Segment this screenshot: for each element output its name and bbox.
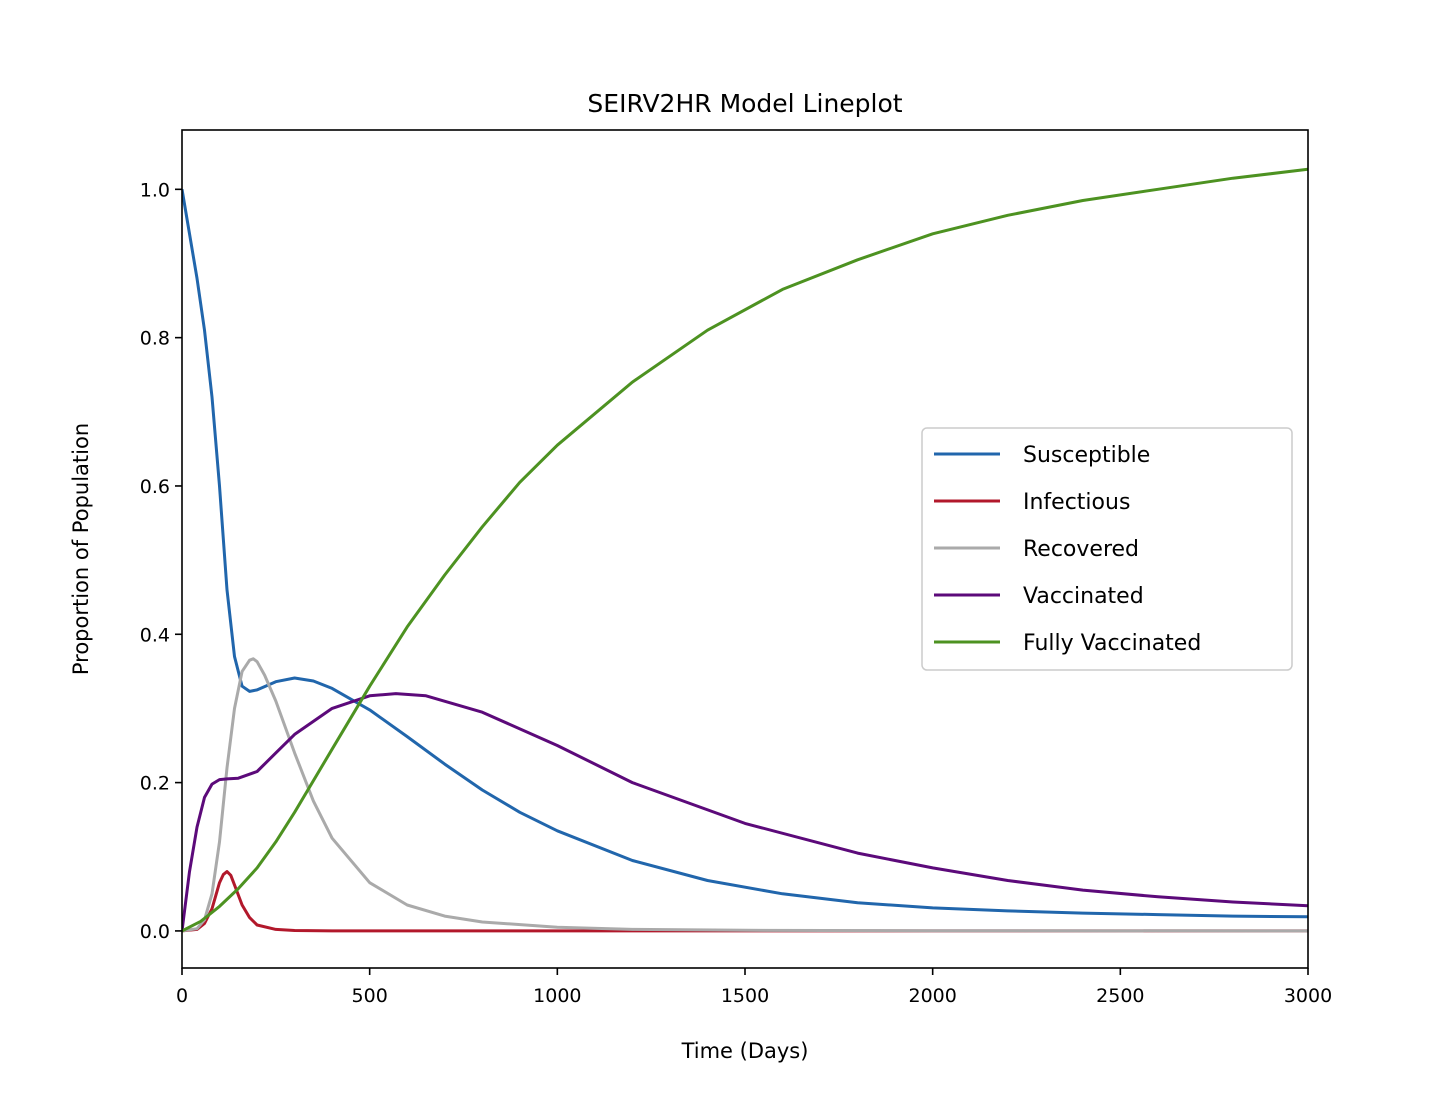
x-tick-label: 500 (352, 985, 388, 1007)
y-tick-label: 0.2 (140, 773, 170, 795)
legend-label-infectious: Infectious (1023, 490, 1130, 515)
series-line-infectious (182, 870, 1308, 933)
chart-title: SEIRV2HR Model Lineplot (587, 89, 902, 118)
series-line-recovered (182, 657, 1308, 933)
y-tick-label: 0.8 (140, 328, 170, 350)
x-tick-label: 2000 (908, 985, 956, 1007)
x-tick-label: 0 (176, 985, 188, 1007)
legend-label-vaccinated: Vaccinated (1023, 584, 1144, 609)
x-axis-label: Time (Days) (681, 1039, 809, 1063)
series-line-fully-vaccinated (182, 167, 1308, 933)
x-tick-label: 3000 (1284, 985, 1332, 1007)
plot-area (182, 167, 1308, 933)
series-lines (182, 167, 1308, 933)
x-tick-label: 1000 (533, 985, 581, 1007)
x-tick-label: 2500 (1096, 985, 1144, 1007)
series-line-vaccinated (182, 692, 1308, 932)
y-tick-label: 0.0 (140, 921, 170, 943)
legend-label-fully-vaccinated: Fully Vaccinated (1023, 631, 1201, 656)
legend-label-recovered: Recovered (1023, 537, 1139, 562)
y-tick-label: 0.6 (140, 476, 170, 498)
legend-box (921, 427, 1293, 671)
y-tick-label: 1.0 (140, 179, 170, 201)
legend: Susceptible Infectious Recovered Vaccinated… (921, 427, 1293, 671)
axes: 0 500 1000 1500 2000 2500 3000 0.0 0.2 0.4 0.6 0.8 1… (140, 129, 1332, 1007)
y-tick-label: 0.4 (140, 624, 170, 646)
x-tick-label: 1500 (721, 985, 769, 1007)
legend-label-susceptible: Susceptible (1023, 443, 1150, 468)
y-axis-label: Proportion of Population (69, 423, 93, 675)
series-line-susceptible (182, 189, 1308, 919)
